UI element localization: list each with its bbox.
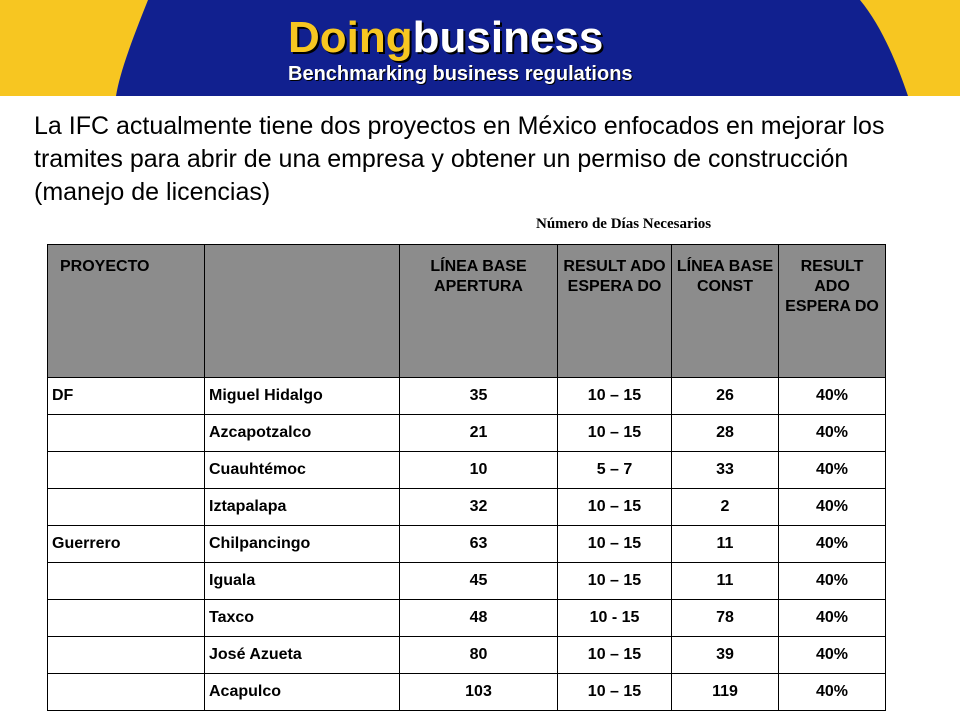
table-cell — [47, 451, 205, 489]
table-cell: 32 — [399, 488, 558, 526]
table-row: Cuauhtémoc 10 5 – 7 33 40% — [47, 451, 886, 489]
table-cell: 63 — [399, 525, 558, 563]
logo-subtitle: Benchmarking business regulations — [288, 63, 633, 85]
table-cell: 2 — [671, 488, 779, 526]
table-caption: Número de Días Necesarios — [536, 216, 712, 232]
table-cell: Iztapalapa — [204, 488, 400, 526]
table-header-cell: RESULT ADO ESPERA DO — [778, 244, 886, 378]
table-header-cell: RESULT ADO ESPERA DO — [557, 244, 672, 378]
table-cell: 119 — [671, 673, 779, 711]
table-cell: 26 — [671, 377, 779, 415]
table-row: José Azueta 80 10 – 15 39 40% — [47, 636, 886, 674]
table-cell: 103 — [399, 673, 558, 711]
table-cell — [47, 673, 205, 711]
table-cell: 48 — [399, 599, 558, 637]
table-row: Guerrero Chilpancingo 63 10 – 15 11 40% — [47, 525, 886, 563]
table-cell: 40% — [778, 636, 886, 674]
table-row: Iztapalapa 32 10 – 15 2 40% — [47, 488, 886, 526]
table-cell: Taxco — [204, 599, 400, 637]
table-cell: 10 – 15 — [557, 414, 672, 452]
table-cell: Cuauhtémoc — [204, 451, 400, 489]
table-cell: Guerrero — [47, 525, 205, 563]
table-cell: 40% — [778, 562, 886, 600]
table-cell: 10 — [399, 451, 558, 489]
table-cell: 10 – 15 — [557, 377, 672, 415]
table-cell: 33 — [671, 451, 779, 489]
table-cell: 40% — [778, 488, 886, 526]
table-cell: 11 — [671, 525, 779, 563]
table-cell — [47, 636, 205, 674]
table-cell — [47, 414, 205, 452]
table-cell: 10 – 15 — [557, 525, 672, 563]
table-header-cell: LÍNEA BASE CONST — [671, 244, 779, 378]
logo-word-business: business — [412, 13, 604, 62]
table-cell: 78 — [671, 599, 779, 637]
table-cell: 40% — [778, 525, 886, 563]
table-cell — [47, 562, 205, 600]
table-header-cell: PROYECTO — [47, 244, 205, 378]
table-header-cell — [204, 244, 400, 378]
table-row: Iguala 45 10 – 15 11 40% — [47, 562, 886, 600]
table-cell — [47, 488, 205, 526]
table-cell: DF — [47, 377, 205, 415]
table-cell: 39 — [671, 636, 779, 674]
table-row: Taxco 48 10 - 15 78 40% — [47, 599, 886, 637]
table-cell: 80 — [399, 636, 558, 674]
table-cell: 11 — [671, 562, 779, 600]
table-cell: 10 – 15 — [557, 562, 672, 600]
table-cell: 40% — [778, 377, 886, 415]
table-cell: 40% — [778, 451, 886, 489]
table-cell: Chilpancingo — [204, 525, 400, 563]
table-cell: 40% — [778, 599, 886, 637]
banner-yellow-shape — [0, 0, 960, 96]
table-cell — [47, 599, 205, 637]
table-cell: 5 – 7 — [557, 451, 672, 489]
table-cell: José Azueta — [204, 636, 400, 674]
table-header-row: PROYECTO LÍNEA BASE APERTURA RESULT ADO ES… — [47, 244, 886, 378]
table-row: DF Miguel Hidalgo 35 10 – 15 26 40% — [47, 377, 886, 415]
intro-text: La IFC actualmente tiene dos proyectos e… — [34, 112, 885, 206]
table-cell: 35 — [399, 377, 558, 415]
table-cell: 21 — [399, 414, 558, 452]
table-cell: Acapulco — [204, 673, 400, 711]
table-cell: 10 – 15 — [557, 488, 672, 526]
table-cell: 10 – 15 — [557, 673, 672, 711]
table-row: Acapulco 103 10 – 15 119 40% — [47, 673, 886, 711]
table-row: Azcapotzalco 21 10 – 15 28 40% — [47, 414, 886, 452]
table-cell: Miguel Hidalgo — [204, 377, 400, 415]
table-cell: 40% — [778, 414, 886, 452]
table-cell: 10 - 15 — [557, 599, 672, 637]
table-cell: 10 – 15 — [557, 636, 672, 674]
header-banner: Doingbusiness Benchmarking business regu… — [0, 0, 960, 96]
logo-wordmark: Doingbusiness — [288, 16, 633, 60]
table-cell: 45 — [399, 562, 558, 600]
table-cell: 40% — [778, 673, 886, 711]
table-cell: Iguala — [204, 562, 400, 600]
table-cell: 28 — [671, 414, 779, 452]
logo-word-doing: Doing — [288, 13, 413, 62]
table-header-cell: LÍNEA BASE APERTURA — [399, 244, 558, 378]
projects-table: PROYECTO LÍNEA BASE APERTURA RESULT ADO ES… — [47, 244, 886, 711]
doingbusiness-logo: Doingbusiness Benchmarking business regu… — [288, 16, 633, 86]
table-cell: Azcapotzalco — [204, 414, 400, 452]
